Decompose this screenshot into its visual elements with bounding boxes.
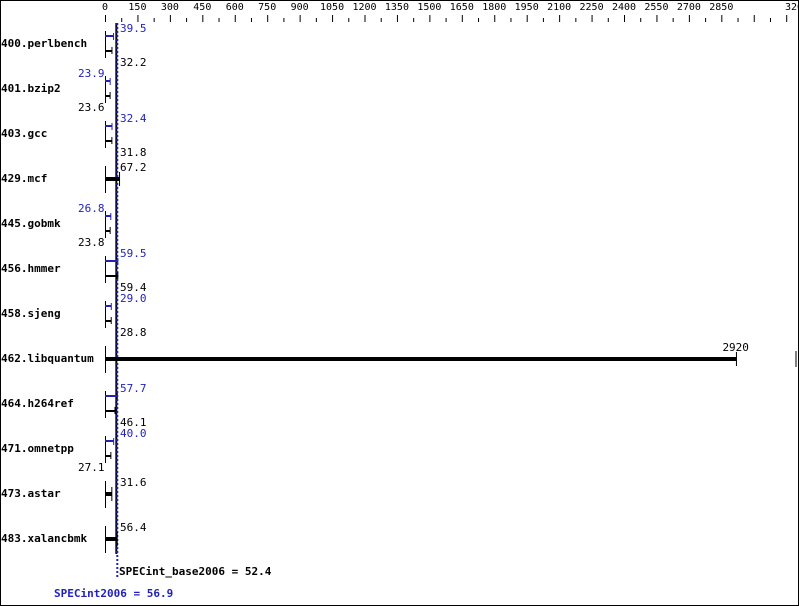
x-tick-label: 450 — [193, 2, 212, 13]
x-tick-label: 1050 — [320, 2, 345, 13]
base-value-label: 56.4 — [120, 521, 147, 534]
peak-summary: SPECint2006 = 56.9 — [54, 587, 174, 600]
base-value-label: 32.2 — [120, 56, 147, 69]
benchmark-label: 403.gcc — [1, 127, 48, 140]
benchmark-label: 445.gobmk — [1, 217, 61, 230]
x-tick-label: 2100 — [547, 2, 572, 13]
base-value-label: 31.6 — [120, 476, 147, 489]
x-tick-label: 1200 — [352, 2, 377, 13]
base-value-label: 23.6 — [78, 101, 105, 114]
x-tick-label: 1950 — [514, 2, 539, 13]
x-tick-label: 2700 — [676, 2, 701, 13]
x-tick-label: 1650 — [449, 2, 474, 13]
x-tick-label: 0 — [101, 2, 109, 13]
peak-value-label: 57.7 — [120, 382, 147, 395]
x-tick-label: 1350 — [384, 2, 409, 13]
benchmark-label: 483.xalancbmk — [1, 532, 88, 545]
benchmark-label: 462.libquantum — [1, 352, 94, 365]
benchmark-label: 458.sjeng — [1, 307, 61, 320]
base-value-label: 31.8 — [120, 146, 147, 159]
peak-value-label: 40.0 — [120, 427, 147, 440]
x-tick-label: 300 — [160, 2, 179, 13]
peak-value-label: 29.0 — [120, 292, 147, 305]
peak-value-label: 26.8 — [78, 202, 105, 215]
x-tick-label: 2250 — [579, 2, 604, 13]
peak-value-label: 59.5 — [120, 247, 147, 260]
benchmark-label: 471.omnetpp — [1, 442, 74, 455]
x-tick-label: 2550 — [644, 2, 669, 13]
benchmark-label: 464.h264ref — [1, 397, 74, 410]
base-value-label: 59.4 — [120, 281, 147, 294]
benchmark-label: 401.bzip2 — [1, 82, 61, 95]
base-summary: SPECint_base2006 = 52.4 — [119, 565, 272, 578]
peak-value-label: 32.4 — [120, 112, 147, 125]
base-value-label: 23.8 — [78, 236, 105, 249]
x-tick-label: 3200 — [784, 2, 798, 13]
x-tick-label: 750 — [258, 2, 277, 13]
base-value-label: 2920 — [722, 341, 749, 354]
base-value-label: 46.1 — [120, 416, 147, 429]
benchmark-label: 473.astar — [1, 487, 61, 500]
peak-value-label: 39.5 — [120, 22, 147, 35]
x-tick-label: 600 — [225, 2, 244, 13]
benchmark-label: 456.hmmer — [1, 262, 61, 275]
peak-value-label: 23.9 — [78, 67, 105, 80]
base-value-label: 27.1 — [78, 461, 105, 474]
benchmark-label: 400.perlbench — [1, 37, 88, 50]
x-tick-label: 1800 — [482, 2, 507, 13]
base-value-label: 67.2 — [120, 161, 147, 174]
x-tick-label: 900 — [290, 2, 309, 13]
benchmark-label: 429.mcf — [1, 172, 48, 185]
base-value-label: 28.8 — [120, 326, 147, 339]
x-tick-label: 2400 — [611, 2, 637, 13]
x-tick-label: 150 — [128, 2, 147, 13]
x-tick-label: 1500 — [417, 2, 442, 13]
x-tick-label: 2850 — [709, 2, 734, 13]
